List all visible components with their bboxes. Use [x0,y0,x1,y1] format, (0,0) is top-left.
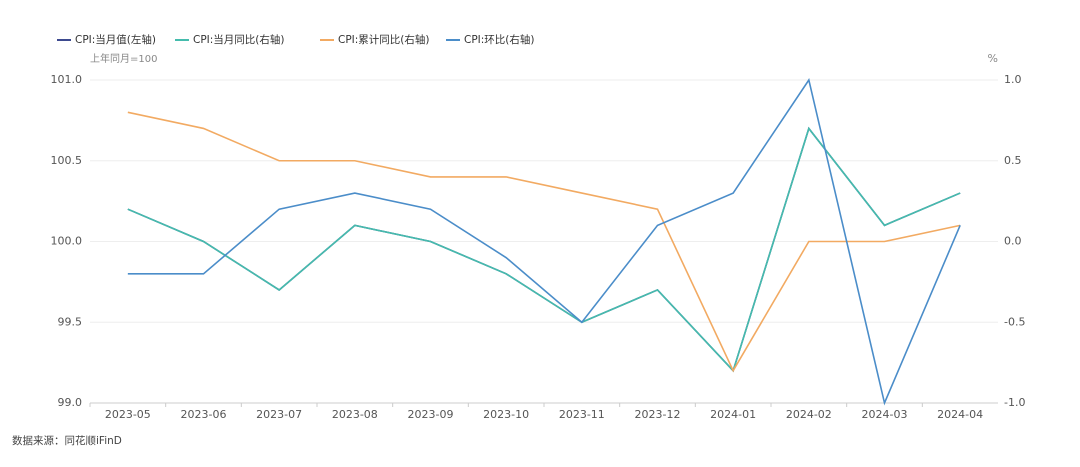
x-tick-label: 2024-01 [710,408,756,421]
y-tick-label: 99.0 [58,396,83,409]
series-line [127,111,961,373]
y2-tick-label: 1.0 [1004,73,1022,86]
legend-label: CPI:环比(右轴) [464,33,535,46]
y-tick-label: 101.0 [51,73,83,86]
y-axis-label: 上年同月=100 [90,52,157,65]
x-tick-label: 2024-03 [862,408,908,421]
x-tick-label: 2023-08 [332,408,378,421]
x-tick-label: 2023-05 [105,408,151,421]
x-tick-label: 2023-11 [559,408,605,421]
y2-tick-label: 0.5 [1004,154,1022,167]
x-tick-label: 2024-04 [937,408,983,421]
y2-tick-label: -0.5 [1004,315,1025,328]
y2-tick-label: 0.0 [1004,235,1022,248]
legend-label: CPI:累计同比(右轴) [338,33,430,46]
legend-label: CPI:当月同比(右轴) [193,33,285,46]
source: 数据来源：同花顺iFinD [12,434,122,447]
y-tick-label: 100.0 [51,235,83,248]
series-line [127,126,961,373]
x-tick-label: 2023-09 [408,408,454,421]
x-tick-label: 2023-06 [181,408,227,421]
legend-label: CPI:当月值(左轴) [75,33,156,46]
y2-axis-label: % [988,52,998,65]
x-tick-label: 2023-12 [635,408,681,421]
x-tick-label: 2023-07 [256,408,302,421]
series-line [127,126,961,373]
y-tick-label: 99.5 [58,315,83,328]
y2-tick-label: -1.0 [1004,396,1025,409]
series-line [127,78,961,406]
x-tick-label: 2023-10 [483,408,529,421]
y-tick-label: 100.5 [51,154,83,167]
x-tick-label: 2024-02 [786,408,832,421]
